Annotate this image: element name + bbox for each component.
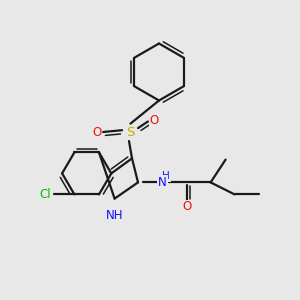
Text: N: N [158, 176, 167, 189]
Text: O: O [92, 125, 101, 139]
Text: S: S [126, 126, 135, 139]
Text: Cl: Cl [39, 188, 51, 201]
Text: O: O [150, 113, 159, 127]
Text: O: O [182, 200, 191, 214]
Text: NH: NH [106, 209, 123, 222]
Text: H: H [162, 171, 170, 181]
